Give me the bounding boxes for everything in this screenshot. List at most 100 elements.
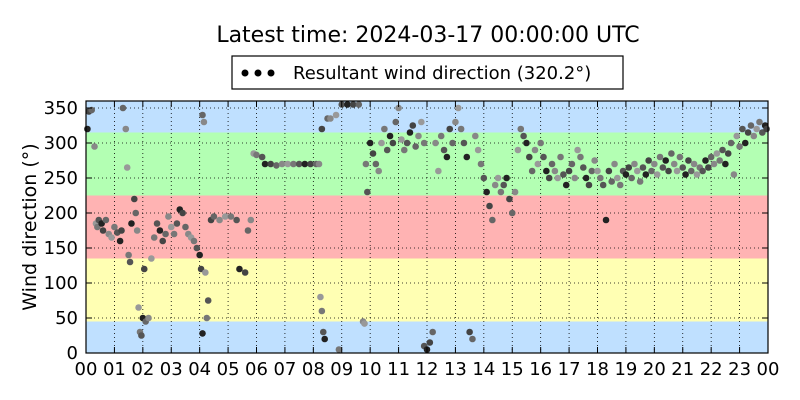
x-tick-label: 22 — [700, 359, 723, 380]
data-point — [633, 167, 641, 175]
data-point — [594, 167, 601, 175]
data-point — [111, 223, 118, 231]
x-tick-label: 18 — [586, 359, 609, 380]
x-tick-label: 09 — [330, 359, 353, 380]
data-point — [406, 129, 414, 136]
data-point — [685, 157, 692, 164]
y-axis-label: Wind direction (°) — [19, 143, 41, 310]
data-point — [122, 125, 130, 133]
data-point — [474, 146, 482, 154]
legend-frame — [231, 55, 624, 90]
data-point — [693, 171, 701, 178]
data-point — [435, 167, 442, 175]
y-tick-label: 350 — [44, 98, 78, 119]
data-point — [284, 160, 292, 168]
data-point — [119, 104, 127, 112]
chart-title: Latest time: 2024-03-17 00:00:00 UTC — [216, 23, 639, 48]
data-point — [344, 101, 351, 108]
data-point — [582, 174, 590, 182]
data-point — [327, 115, 334, 122]
data-point — [420, 139, 428, 147]
data-point — [614, 174, 621, 182]
data-point — [449, 139, 456, 147]
x-tick-label: 12 — [416, 359, 439, 380]
data-point — [138, 332, 145, 339]
data-point — [241, 269, 249, 276]
x-tick-label: 07 — [273, 359, 296, 380]
data-point — [392, 118, 400, 126]
data-point — [133, 227, 141, 234]
data-point — [656, 153, 664, 161]
data-point — [551, 167, 559, 175]
data-point — [716, 157, 723, 164]
data-point — [415, 132, 422, 140]
data-point — [486, 202, 493, 210]
data-point — [216, 216, 223, 224]
legend-label: Resultant wind direction (320.2°) — [293, 63, 591, 84]
data-point — [227, 213, 235, 220]
data-point — [321, 335, 329, 343]
data-point — [460, 139, 468, 147]
data-point — [140, 265, 148, 273]
data-point — [574, 146, 581, 154]
data-point — [744, 129, 752, 136]
data-point — [645, 157, 652, 164]
data-point — [602, 216, 610, 224]
data-point — [753, 125, 760, 133]
data-point — [466, 328, 473, 336]
data-point — [261, 160, 269, 168]
data-point — [702, 157, 709, 164]
data-point — [739, 125, 746, 133]
data-point — [622, 171, 630, 178]
data-point — [699, 167, 706, 175]
data-point — [193, 244, 201, 252]
data-point — [642, 171, 650, 178]
data-point — [317, 293, 324, 301]
data-point — [233, 216, 240, 224]
data-point — [713, 150, 721, 157]
data-point — [190, 237, 198, 245]
data-point — [670, 160, 678, 168]
data-point — [508, 209, 516, 217]
data-point — [145, 314, 152, 322]
data-point — [196, 251, 203, 259]
data-point — [497, 188, 505, 196]
data-point — [631, 160, 638, 168]
data-point — [135, 304, 142, 311]
data-point — [199, 330, 206, 337]
data-point — [383, 146, 391, 154]
data-point — [418, 118, 425, 126]
y-tick-label: 0 — [67, 343, 78, 364]
data-point — [332, 111, 340, 119]
data-point — [398, 136, 405, 143]
data-point — [432, 139, 439, 147]
data-point — [162, 230, 169, 238]
data-point — [204, 297, 212, 304]
data-point — [543, 167, 550, 175]
data-point — [707, 153, 715, 161]
data-point — [361, 320, 368, 327]
data-point — [741, 139, 749, 147]
data-point — [443, 153, 451, 161]
data-point — [132, 209, 140, 217]
data-point — [534, 160, 542, 168]
data-point — [153, 220, 161, 227]
data-point — [454, 104, 462, 112]
data-point — [565, 167, 573, 175]
data-point — [244, 227, 252, 234]
data-point — [514, 146, 522, 154]
data-point — [457, 125, 465, 133]
data-point — [625, 164, 633, 171]
data-point — [579, 164, 587, 171]
data-point — [446, 125, 454, 133]
x-tick-label: 11 — [387, 359, 410, 380]
data-point — [537, 139, 544, 147]
data-point — [381, 125, 388, 133]
legend-marker-2 — [254, 69, 262, 77]
data-point — [364, 188, 371, 196]
data-point — [665, 167, 672, 175]
data-point — [131, 195, 138, 203]
data-point — [554, 174, 562, 182]
data-point — [247, 216, 255, 224]
